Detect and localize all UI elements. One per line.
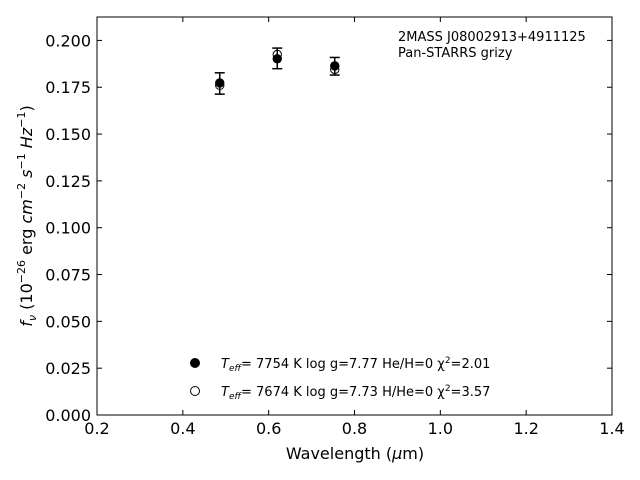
x-tick-label: 1.4 [599, 419, 624, 438]
legend-marker-filled [190, 358, 200, 368]
legend-label-he-model: Teff= 7754 K log g=7.77 He/H=0 χ2=2.01 [221, 356, 490, 374]
y-tick-label: 0.200 [45, 31, 91, 50]
data-points [215, 49, 340, 91]
y-tick-label: 0.000 [45, 406, 91, 425]
legend-label-h-model: Teff= 7674 K log g=7.73 H/He=0 χ2=3.57 [221, 384, 490, 402]
plot-frame [96, 16, 613, 416]
he-model-point [330, 61, 340, 71]
axis-ticks: 0.2 0.4 0.6 0.8 1.0 1.2 1.4 0.000 0.025 0.050 0.07… [45, 17, 625, 438]
y-tick-label: 0.150 [45, 125, 91, 144]
he-model-point [215, 78, 225, 88]
x-tick-label: 0.8 [342, 419, 367, 438]
x-tick-label: 1.2 [513, 419, 538, 438]
legend-marker-open [190, 386, 200, 396]
annotation-survey-name: Pan-STARRS grizy [398, 46, 513, 61]
he-model-point [272, 54, 282, 64]
x-tick-label: 1.0 [428, 419, 453, 438]
x-tick-label: 0.4 [170, 419, 195, 438]
x-axis-label: Wavelength (μm) [286, 444, 424, 463]
y-tick-label: 0.050 [45, 312, 91, 331]
y-tick-label: 0.175 [45, 78, 91, 97]
y-tick-label: 0.100 [45, 219, 91, 238]
x-tick-label: 0.6 [256, 419, 281, 438]
annotation-object-name: 2MASS J08002913+4911125 [398, 30, 586, 45]
x-tick-label: 0.2 [84, 419, 109, 438]
y-tick-label: 0.025 [45, 359, 91, 378]
y-tick-label: 0.075 [45, 266, 91, 285]
y-axis-label: fν (10−26 erg cm−2 s−1 Hz−1) [15, 105, 39, 326]
y-tick-label: 0.125 [45, 172, 91, 191]
